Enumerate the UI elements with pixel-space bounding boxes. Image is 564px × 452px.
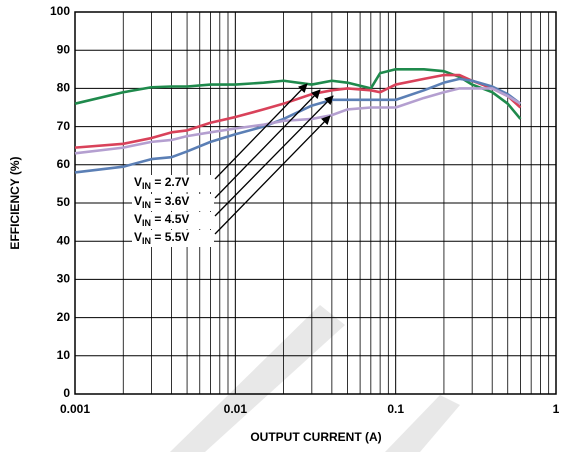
label-main: V	[134, 175, 142, 189]
x-tick-label: 0.001	[60, 402, 90, 416]
y-tick-label: 30	[57, 272, 71, 286]
label-sub: IN	[142, 218, 151, 228]
series-line	[74, 87, 522, 155]
y-tick-label: 80	[57, 81, 71, 95]
label-main: V	[134, 194, 142, 208]
arrow	[214, 95, 334, 217]
y-tick-label: 90	[57, 42, 71, 56]
y-tick-label: 20	[57, 310, 71, 324]
x-tick-label: 0.1	[387, 402, 404, 416]
label-rest: = 3.6V	[151, 194, 189, 208]
label-background	[132, 175, 214, 192]
arrow	[214, 115, 331, 235]
label-main: V	[134, 230, 142, 244]
y-tick-label: 50	[57, 195, 71, 209]
y-tick-label: 100	[50, 4, 70, 18]
label-rest: = 2.7V	[151, 175, 189, 189]
x-tick-label: 0.01	[224, 402, 248, 416]
label-background	[132, 212, 214, 229]
x-tick-label: 1	[553, 402, 560, 416]
y-axis-label: EFFICIENCY (%)	[8, 156, 22, 249]
label-sub: IN	[142, 200, 151, 210]
x-axis-label: OUTPUT CURRENT (A)	[250, 430, 381, 444]
label-sub: IN	[142, 181, 151, 191]
y-tick-label: 0	[63, 386, 70, 400]
y-tick-label: 70	[57, 119, 71, 133]
series-line	[74, 77, 522, 174]
label-main: V	[134, 212, 142, 226]
label-rest: = 4.5V	[151, 212, 189, 226]
series-label: VIN = 5.5V	[134, 230, 189, 246]
y-tick-label: 40	[57, 233, 71, 247]
y-tick-label: 10	[57, 348, 71, 362]
arrow	[214, 89, 321, 199]
series-line	[74, 73, 522, 149]
y-tick-label: 60	[57, 157, 71, 171]
label-background	[132, 230, 214, 247]
series-label: VIN = 3.6V	[134, 194, 189, 210]
watermark	[170, 305, 460, 452]
label-sub: IN	[142, 236, 151, 246]
series-label: VIN = 2.7V	[134, 175, 189, 191]
label-background	[132, 194, 214, 211]
arrow	[214, 83, 308, 180]
plot-border	[74, 11, 557, 395]
label-rest: = 5.5V	[151, 230, 189, 244]
series-label: VIN = 4.5V	[134, 212, 189, 228]
